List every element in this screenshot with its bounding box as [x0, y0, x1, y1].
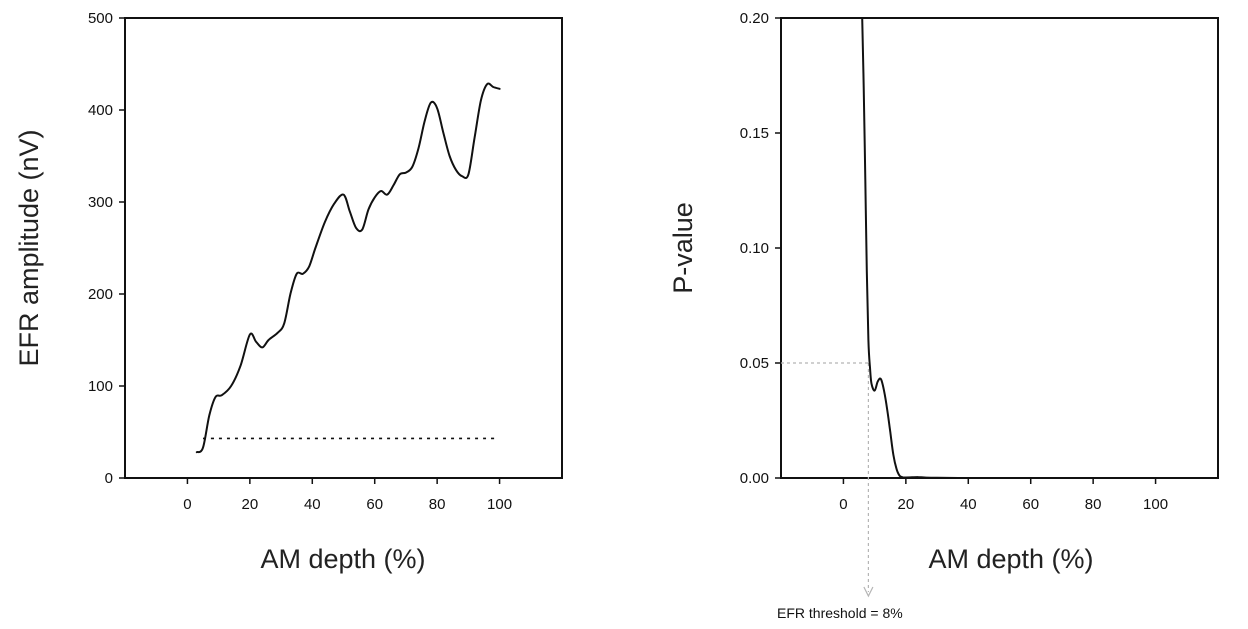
series-line-right-0: [861, 17, 1157, 479]
y-axis-title-left: EFR amplitude (nV): [14, 129, 44, 366]
y-ticks-left: 0 100 200 300 400 500: [88, 10, 125, 487]
chart-left: 0 20 40 60 80 100 0 100 200 300 400 500 AM depth (…: [14, 10, 563, 574]
y-tick-label-right-4: 0.20: [740, 10, 769, 27]
x-tick-label-right-1: 20: [898, 496, 915, 513]
y-tick-label-right-0: 0.00: [740, 470, 769, 487]
series-right: [861, 17, 1157, 479]
x-tick-label-right-2: 40: [960, 496, 977, 513]
y-tick-label-left-1: 100: [88, 378, 113, 395]
x-tick-label-left-5: 100: [487, 496, 512, 513]
y-ticks-right: 0.00 0.05 0.10 0.15 0.20: [740, 10, 781, 487]
x-tick-label-left-3: 60: [366, 496, 383, 513]
x-tick-label-right-5: 100: [1143, 496, 1168, 513]
y-tick-label-left-2: 200: [88, 286, 113, 303]
x-axis-title-left: AM depth (%): [260, 544, 425, 574]
x-tick-label-left-4: 80: [429, 496, 446, 513]
x-tick-label-left-2: 40: [304, 496, 321, 513]
series-line-left-0: [195, 82, 501, 454]
x-tick-label-right-4: 80: [1085, 496, 1102, 513]
y-tick-label-right-2: 0.10: [740, 240, 769, 257]
threshold-arrow-icon: [863, 586, 874, 598]
x-ticks-left: 0 20 40 60 80 100: [183, 478, 512, 513]
x-ticks-right: 0 20 40 60 80 100: [839, 478, 1168, 513]
y-tick-label-right-3: 0.15: [740, 125, 769, 142]
threshold-label: EFR threshold = 8%: [777, 605, 903, 621]
x-tick-label-right-0: 0: [839, 496, 847, 513]
chart-right: 0 20 40 60 80 100 0.00 0.05 0.10 0.15 0.20 AM dep…: [668, 10, 1219, 621]
y-tick-label-left-4: 400: [88, 102, 113, 119]
x-tick-label-left-0: 0: [183, 496, 191, 513]
y-tick-label-left-0: 0: [105, 470, 113, 487]
plot-area-left: [124, 17, 563, 479]
y-tick-label-left-5: 500: [88, 10, 113, 27]
y-tick-label-left-3: 300: [88, 194, 113, 211]
x-axis-title-right: AM depth (%): [928, 544, 1093, 574]
series-left: [195, 82, 501, 454]
plot-area-right: [780, 17, 1219, 479]
threshold-guides: [781, 362, 874, 598]
x-tick-label-left-1: 20: [242, 496, 259, 513]
y-axis-title-right: P-value: [668, 202, 698, 294]
y-tick-label-right-1: 0.05: [740, 355, 769, 372]
x-tick-label-right-3: 60: [1022, 496, 1039, 513]
